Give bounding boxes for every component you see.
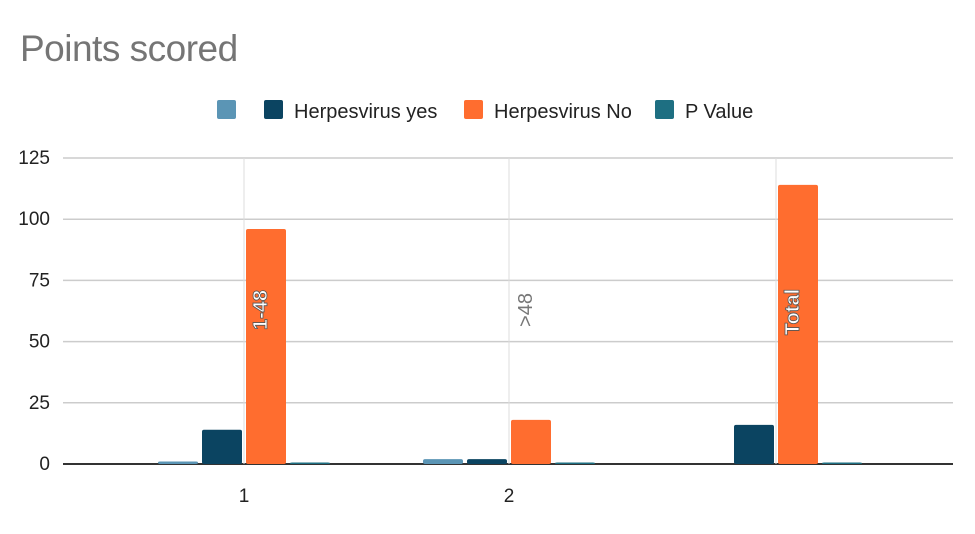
bar: [158, 461, 198, 464]
legend-swatch: [264, 100, 283, 119]
legend-label: Herpesvirus No: [494, 101, 632, 123]
y-tick-label: 50: [29, 332, 50, 353]
y-tick-label: 125: [18, 148, 50, 169]
chart-title: Points scored: [20, 28, 238, 69]
category-annotations: 1-48 >48 Total: [250, 288, 805, 335]
bar: [822, 462, 862, 464]
bars: [158, 184, 862, 465]
category-annotation: 1-48: [250, 290, 272, 330]
y-tick-label: 100: [18, 209, 50, 230]
legend: Herpesvirus yes Herpesvirus No P Value: [217, 100, 753, 123]
category-dividers: [243, 158, 777, 464]
grid-lines: [63, 157, 953, 465]
legend-swatch: [655, 100, 674, 119]
bar: [290, 462, 330, 464]
legend-swatch: [217, 100, 236, 119]
bar: [511, 419, 551, 464]
legend-label: P Value: [685, 101, 753, 123]
bar: [423, 459, 463, 464]
bar: [555, 462, 595, 464]
x-tick-label: 2: [504, 486, 515, 507]
bar: [778, 184, 818, 465]
y-axis-tick-labels: 0 25 50 75 100 125: [18, 148, 50, 475]
y-tick-label: 25: [29, 393, 50, 414]
y-tick-label: 0: [39, 454, 50, 475]
y-tick-label: 75: [29, 270, 50, 291]
x-tick-label: 1: [239, 486, 250, 507]
bar: [467, 459, 507, 464]
legend-swatch: [464, 100, 483, 119]
category-annotation: Total: [782, 289, 804, 335]
bar: [246, 228, 286, 464]
category-annotation: >48: [515, 293, 537, 327]
bar: [202, 429, 242, 464]
legend-label: Herpesvirus yes: [294, 101, 437, 123]
bar: [734, 424, 774, 464]
